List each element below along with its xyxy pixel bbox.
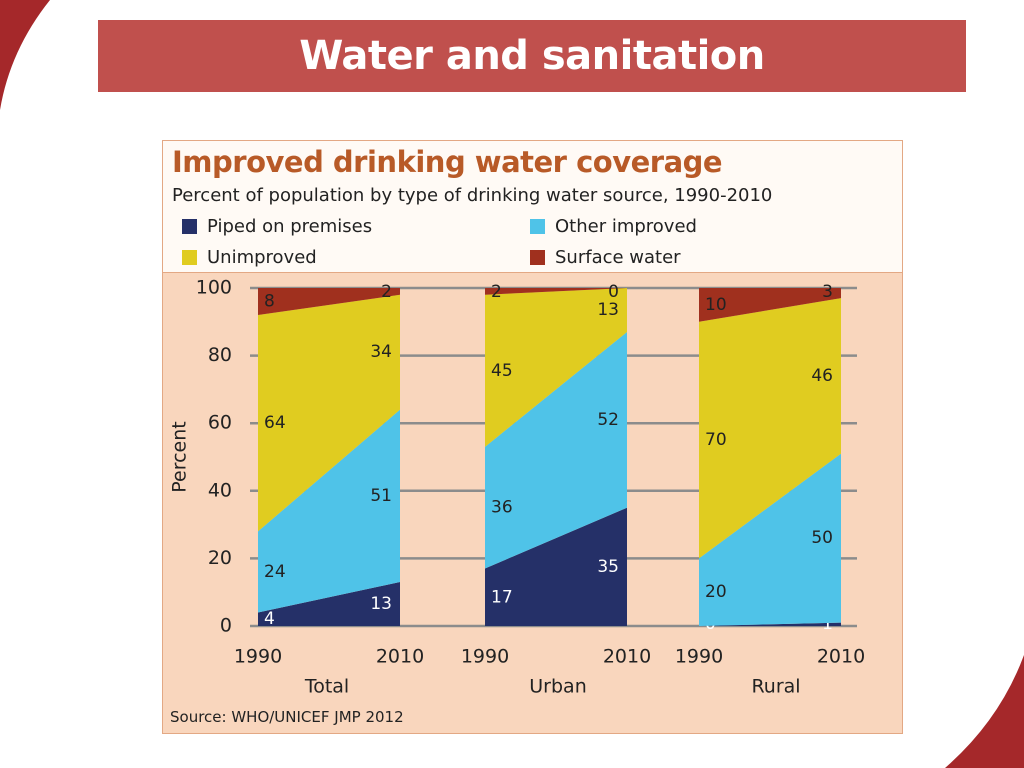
data-label-urban-other-improved-2010: 52 xyxy=(597,410,619,430)
data-label-total-piped-on-premises-1990: 4 xyxy=(264,609,275,629)
area-rural-surface-water xyxy=(699,288,841,322)
y-axis-label: Percent xyxy=(169,421,191,493)
data-label-urban-unimproved-1990: 45 xyxy=(491,361,513,381)
legend-label-surface-water: Surface water xyxy=(555,247,681,268)
data-label-rural-unimproved-1990: 70 xyxy=(705,430,727,450)
top-left-swoosh xyxy=(0,0,50,110)
area-urban-surface-water xyxy=(485,288,627,295)
legend-item-surface-water: Surface water xyxy=(530,247,681,268)
data-label-total-surface-water-1990: 8 xyxy=(264,292,275,312)
chart-header: Improved drinking water coverage Percent… xyxy=(163,141,902,273)
legend-swatch-surface-water xyxy=(530,250,545,265)
x-tick-label-urban-2010: 2010 xyxy=(603,646,651,668)
y-tick-label-40: 40 xyxy=(208,479,232,501)
data-label-total-other-improved-1990: 24 xyxy=(264,562,286,582)
legend-swatch-unimproved xyxy=(182,250,197,265)
data-label-rural-surface-water-1990: 10 xyxy=(705,295,727,315)
data-label-urban-surface-water-1990: 2 xyxy=(491,282,502,302)
panel-label-total: Total xyxy=(304,676,349,698)
data-label-rural-other-improved-2010: 50 xyxy=(811,528,833,548)
x-tick-label-rural-1990: 1990 xyxy=(675,646,723,668)
legend-label-piped: Piped on premises xyxy=(207,216,373,237)
data-label-urban-other-improved-1990: 36 xyxy=(491,498,513,518)
legend-label-unimproved: Unimproved xyxy=(207,247,317,268)
area-total-piped-on-premises xyxy=(258,582,400,626)
data-label-rural-other-improved-1990: 20 xyxy=(705,582,727,602)
data-label-urban-piped-on-premises-1990: 17 xyxy=(491,587,513,607)
area-rural-other-improved xyxy=(699,453,841,626)
chart-title: Improved drinking water coverage xyxy=(172,145,723,179)
area-urban-unimproved xyxy=(485,288,627,447)
legend-swatch-other-improved xyxy=(530,219,545,234)
data-label-urban-surface-water-2010: 0 xyxy=(608,282,619,302)
legend-item-piped: Piped on premises xyxy=(182,216,372,237)
bottom-right-swoosh xyxy=(945,655,1024,768)
slide-title: Water and sanitation xyxy=(299,33,765,79)
y-tick-label-60: 60 xyxy=(208,412,232,434)
data-label-rural-surface-water-2010: 3 xyxy=(822,282,833,302)
x-tick-label-rural-2010: 2010 xyxy=(817,646,865,668)
title-banner: Water and sanitation xyxy=(98,20,966,92)
data-label-urban-unimproved-2010: 13 xyxy=(597,300,619,320)
panel-label-rural: Rural xyxy=(751,676,800,698)
panel-label-urban: Urban xyxy=(529,676,586,698)
x-tick-label-total-1990: 1990 xyxy=(234,646,282,668)
data-label-total-surface-water-2010: 2 xyxy=(381,282,392,302)
legend-label-other-improved: Other improved xyxy=(555,216,697,237)
area-total-other-improved xyxy=(258,409,400,613)
area-urban-piped-on-premises xyxy=(485,507,627,626)
area-total-surface-water xyxy=(258,288,400,316)
data-label-total-unimproved-1990: 64 xyxy=(264,413,286,433)
chart-subtitle: Percent of population by type of drinkin… xyxy=(172,185,773,206)
chart-source: Source: WHO/UNICEF JMP 2012 xyxy=(170,708,404,726)
y-tick-label-20: 20 xyxy=(208,547,232,569)
data-label-urban-piped-on-premises-2010: 35 xyxy=(597,557,619,577)
data-label-rural-piped-on-premises-2010: 1 xyxy=(822,614,833,634)
legend-swatch-piped xyxy=(182,219,197,234)
data-label-total-unimproved-2010: 34 xyxy=(370,342,392,362)
area-total-unimproved xyxy=(258,294,400,532)
x-tick-label-total-2010: 2010 xyxy=(376,646,424,668)
area-rural-unimproved xyxy=(699,298,841,559)
y-tick-label-80: 80 xyxy=(208,344,232,366)
x-tick-label-urban-1990: 1990 xyxy=(461,646,509,668)
y-tick-label-100: 100 xyxy=(196,277,232,299)
data-label-total-other-improved-2010: 51 xyxy=(370,486,392,506)
data-label-total-piped-on-premises-2010: 13 xyxy=(370,594,392,614)
legend-item-unimproved: Unimproved xyxy=(182,247,317,268)
legend-item-other-improved: Other improved xyxy=(530,216,697,237)
area-urban-other-improved xyxy=(485,331,627,569)
data-label-rural-unimproved-2010: 46 xyxy=(811,366,833,386)
y-tick-label-0: 0 xyxy=(220,615,232,637)
